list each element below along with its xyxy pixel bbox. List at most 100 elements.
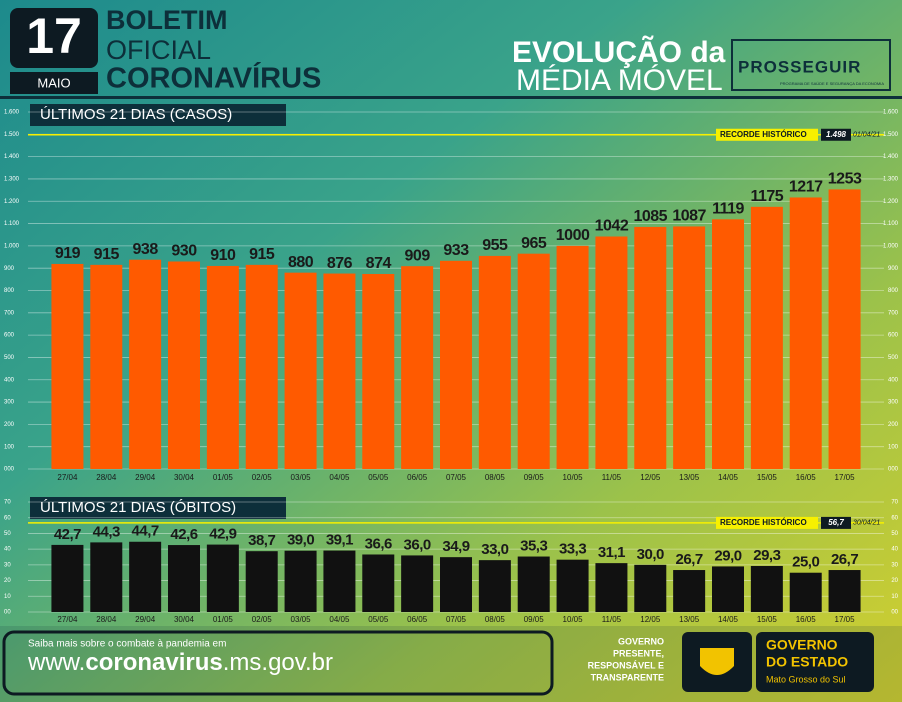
y-tick-label: 300	[888, 400, 899, 406]
value-label: 1217	[789, 179, 823, 196]
record-label-bg	[716, 128, 818, 141]
x-tick-label: 07/05	[446, 473, 467, 482]
bar	[51, 263, 84, 469]
record-value-bg	[821, 516, 851, 529]
y-tick-label: 10	[891, 594, 898, 600]
value-label: 933	[443, 242, 469, 259]
y-tick-label: 1.100	[883, 221, 899, 227]
y-tick-label: 1.200	[883, 199, 899, 205]
value-label: 26,7	[831, 551, 858, 568]
x-tick-label: 08/05	[485, 473, 506, 482]
y-tick-label: 1.300	[883, 177, 899, 183]
value-label: 36,6	[365, 535, 392, 552]
y-tick-label: 1.100	[4, 221, 20, 227]
url-part: .ms.gov.br	[223, 649, 333, 676]
x-tick-label: 04/05	[329, 615, 350, 624]
record-value-bg	[821, 128, 851, 141]
y-tick-label: 1.500	[883, 132, 899, 138]
x-tick-label: 13/05	[679, 473, 700, 482]
bar	[168, 261, 200, 469]
y-tick-label: 900	[888, 266, 899, 272]
y-tick-label: 30	[4, 562, 11, 568]
x-tick-label: 07/05	[446, 615, 467, 624]
x-tick-label: 17/05	[835, 473, 856, 482]
value-label: 876	[327, 255, 353, 272]
title-line: BOLETIM	[106, 5, 228, 35]
value-label: 1253	[828, 171, 862, 188]
y-tick-label: 1.400	[883, 154, 899, 160]
x-tick-label: 14/05	[718, 615, 739, 624]
value-label: 1119	[712, 201, 744, 218]
x-tick-label: 05/05	[368, 473, 389, 482]
title-line: OFICIAL	[106, 35, 211, 65]
x-tick-label: 15/05	[757, 615, 778, 624]
bar	[478, 255, 511, 469]
value-label: 1000	[556, 227, 590, 244]
x-tick-label: 28/04	[96, 473, 117, 482]
value-label: 915	[94, 246, 120, 263]
bar	[362, 554, 395, 612]
bar	[401, 555, 434, 612]
bar	[323, 550, 356, 612]
x-tick-label: 13/05	[679, 615, 700, 624]
y-tick-label: 300	[4, 400, 15, 406]
bar	[206, 544, 239, 612]
value-label: 1085	[633, 208, 667, 225]
y-tick-label: 1.400	[4, 154, 20, 160]
value-label: 29,3	[753, 547, 780, 564]
y-tick-label: 1.000	[883, 243, 899, 249]
chart-title: ÚLTIMOS 21 DIAS (CASOS)	[40, 106, 232, 123]
x-tick-label: 08/05	[485, 615, 506, 624]
coat-of-arms	[700, 648, 734, 675]
motto: RESPONSÁVEL E	[588, 660, 664, 670]
footer-url: www.coronavirus.ms.gov.br	[27, 649, 333, 676]
x-tick-label: 27/04	[57, 615, 78, 624]
value-label: 33,0	[481, 541, 508, 558]
y-tick-label: 50	[4, 531, 11, 537]
bar	[90, 264, 123, 469]
bar	[206, 265, 239, 469]
footer-frame	[2, 630, 554, 696]
value-label: 1087	[672, 208, 706, 225]
y-tick-label: 1.600	[4, 110, 20, 116]
x-tick-label: 29/04	[135, 473, 156, 482]
x-tick-label: 16/05	[796, 473, 817, 482]
y-tick-label: 1.300	[4, 177, 20, 183]
x-tick-label: 11/05	[602, 615, 622, 624]
title-band	[30, 497, 286, 519]
footer-note: Saiba mais sobre o combate à pandemia em	[28, 639, 226, 650]
gov-box	[756, 632, 874, 692]
x-tick-label: 06/05	[407, 615, 428, 624]
value-label: 915	[249, 246, 275, 263]
y-tick-label: 40	[891, 547, 898, 553]
gov-state: Mato Grosso do Sul	[766, 674, 846, 684]
y-tick-label: 100	[888, 444, 899, 450]
y-tick-label: 000	[4, 467, 15, 473]
header-rule	[0, 96, 902, 99]
bar	[556, 559, 589, 612]
record-value: 56,7	[828, 518, 844, 527]
value-label: 42,9	[209, 526, 236, 543]
y-tick-label: 400	[888, 377, 899, 383]
heading: MÉDIA MÓVEL	[516, 64, 723, 97]
value-label: 29,0	[714, 547, 741, 564]
bar	[440, 260, 472, 469]
x-tick-label: 12/05	[640, 473, 661, 482]
value-label: 874	[366, 255, 392, 272]
y-tick-label: 1.500	[4, 132, 20, 138]
bar	[517, 253, 550, 469]
x-tick-label: 03/05	[291, 615, 312, 624]
day: 17	[26, 8, 82, 64]
value-label: 34,9	[442, 538, 469, 555]
y-tick-label: 00	[891, 610, 898, 616]
bar	[556, 245, 589, 469]
bar	[401, 266, 434, 469]
x-tick-label: 10/05	[563, 473, 584, 482]
bar	[284, 550, 317, 612]
bar	[362, 273, 395, 469]
x-tick-label: 02/05	[252, 615, 273, 624]
y-tick-label: 60	[891, 515, 898, 521]
y-tick-label: 400	[4, 377, 15, 383]
bar	[245, 551, 278, 612]
